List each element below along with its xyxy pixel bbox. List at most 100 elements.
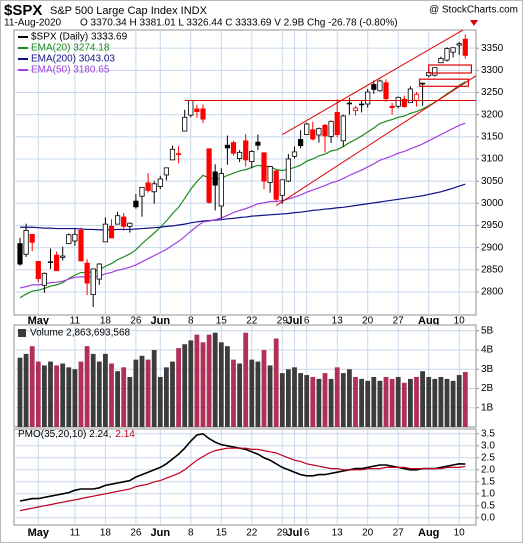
volume-bar — [383, 376, 389, 427]
y-tick-label: 3.0 — [481, 440, 495, 451]
legend-label: EMA(200) 3043.03 — [31, 54, 115, 65]
volume-bar — [322, 373, 328, 427]
legend-label: EMA(50) 3180.65 — [31, 65, 110, 76]
trendline — [282, 30, 464, 136]
volume-bar — [54, 365, 59, 427]
y-tick-label: 2900 — [481, 242, 504, 253]
candle-body — [285, 158, 292, 182]
y-tick-label: 0.5 — [481, 500, 495, 511]
volume-bar — [133, 359, 139, 427]
volume-bar — [23, 353, 29, 427]
candle-body — [334, 112, 340, 136]
x-tick-label: 26 — [130, 528, 142, 539]
volume-bar — [145, 359, 151, 427]
volume-bar — [395, 376, 401, 427]
candle-body — [346, 102, 353, 105]
x-tick-label: Jul — [287, 315, 303, 327]
x-tick-label: 29 — [277, 528, 289, 539]
y-tick-label: 1.0 — [481, 488, 495, 499]
volume-bar — [182, 344, 188, 427]
candle-body — [267, 166, 273, 183]
candle-body — [316, 127, 322, 136]
x-tick-label: 10 — [454, 316, 466, 327]
y-tick-label: 2800 — [481, 287, 504, 298]
candle-body — [401, 98, 407, 108]
volume-bar — [176, 348, 181, 427]
volume-bar — [267, 365, 273, 427]
volume-bar — [109, 363, 114, 427]
annotation-box — [418, 78, 469, 87]
volume-bar — [48, 361, 53, 427]
volume-bar — [151, 350, 157, 427]
volume-bar — [78, 361, 84, 427]
candle-body — [249, 151, 255, 163]
volume-bar — [353, 376, 358, 427]
candle-body — [352, 107, 359, 112]
candle-body — [139, 186, 145, 197]
volume-bar — [243, 332, 249, 427]
y-tick-label: 0.0 — [481, 512, 495, 523]
legend-swatch — [18, 329, 26, 337]
volume-bar — [420, 371, 425, 427]
volume-bar — [17, 357, 23, 427]
index-name: S&P 500 Large Cap Index INDX — [50, 5, 208, 17]
candle-body — [255, 141, 261, 146]
volume-bar — [60, 363, 66, 427]
candle-body — [358, 103, 365, 106]
volume-bar — [444, 378, 450, 427]
volume-bar — [237, 363, 242, 427]
volume-bar — [377, 380, 383, 427]
candle-body — [200, 108, 206, 120]
candle-body — [145, 182, 151, 191]
volume-bar — [462, 371, 468, 427]
volume-bar — [347, 369, 352, 427]
volume-title: Volume 2,863,693,568 — [30, 328, 131, 339]
volume-bar — [273, 338, 279, 427]
x-tick-label: Aug — [418, 527, 439, 539]
y-tick-label: 3200 — [481, 109, 504, 120]
x-tick-label: 8 — [188, 528, 194, 539]
y-tick-label: 2.0 — [481, 464, 495, 475]
candle-body — [365, 91, 371, 105]
candle-body — [102, 223, 108, 243]
x-tick-label: 8 — [188, 316, 194, 327]
volume-bar — [255, 361, 261, 427]
volume-bar — [279, 373, 285, 427]
annotation-box — [428, 64, 473, 74]
x-tick-label: 27 — [393, 528, 405, 539]
volume-bar — [365, 380, 371, 427]
pmo-legend: PMO(35,20,10) 2.24, 2.14 — [18, 429, 135, 440]
y-tick-label: 5B — [481, 325, 494, 336]
volume-bar — [90, 353, 96, 427]
candle-body — [212, 171, 218, 186]
volume-bar — [157, 376, 163, 427]
trendline — [275, 75, 476, 206]
y-tick-label: 2.5 — [481, 452, 495, 463]
candle-body — [328, 120, 334, 137]
candle-body — [108, 225, 115, 239]
candle-body — [29, 233, 35, 243]
legend-label: $SPX (Daily) 3333.69 — [31, 32, 128, 43]
candle-body — [377, 80, 383, 92]
candle-body — [182, 116, 188, 132]
volume-bar — [194, 334, 200, 427]
candle-body — [35, 260, 41, 280]
candle-body — [310, 129, 316, 140]
candle-body — [383, 82, 389, 100]
volume-bar — [426, 376, 432, 427]
volume-bar — [316, 378, 322, 427]
x-tick-label: 18 — [100, 528, 112, 539]
candle-body — [84, 262, 90, 284]
candle-body — [419, 82, 426, 85]
candle-body — [413, 93, 420, 101]
ema-line — [20, 183, 466, 231]
candle-body — [60, 255, 66, 258]
pmo-line — [19, 447, 466, 512]
x-tick-label: 15 — [216, 528, 228, 539]
volume-bar — [200, 342, 206, 427]
candle-body — [169, 148, 176, 161]
volume-bar — [450, 380, 456, 427]
x-tick-label: Jun — [151, 527, 171, 539]
x-tick-label: 29 — [277, 316, 289, 327]
candle-body — [127, 222, 133, 227]
